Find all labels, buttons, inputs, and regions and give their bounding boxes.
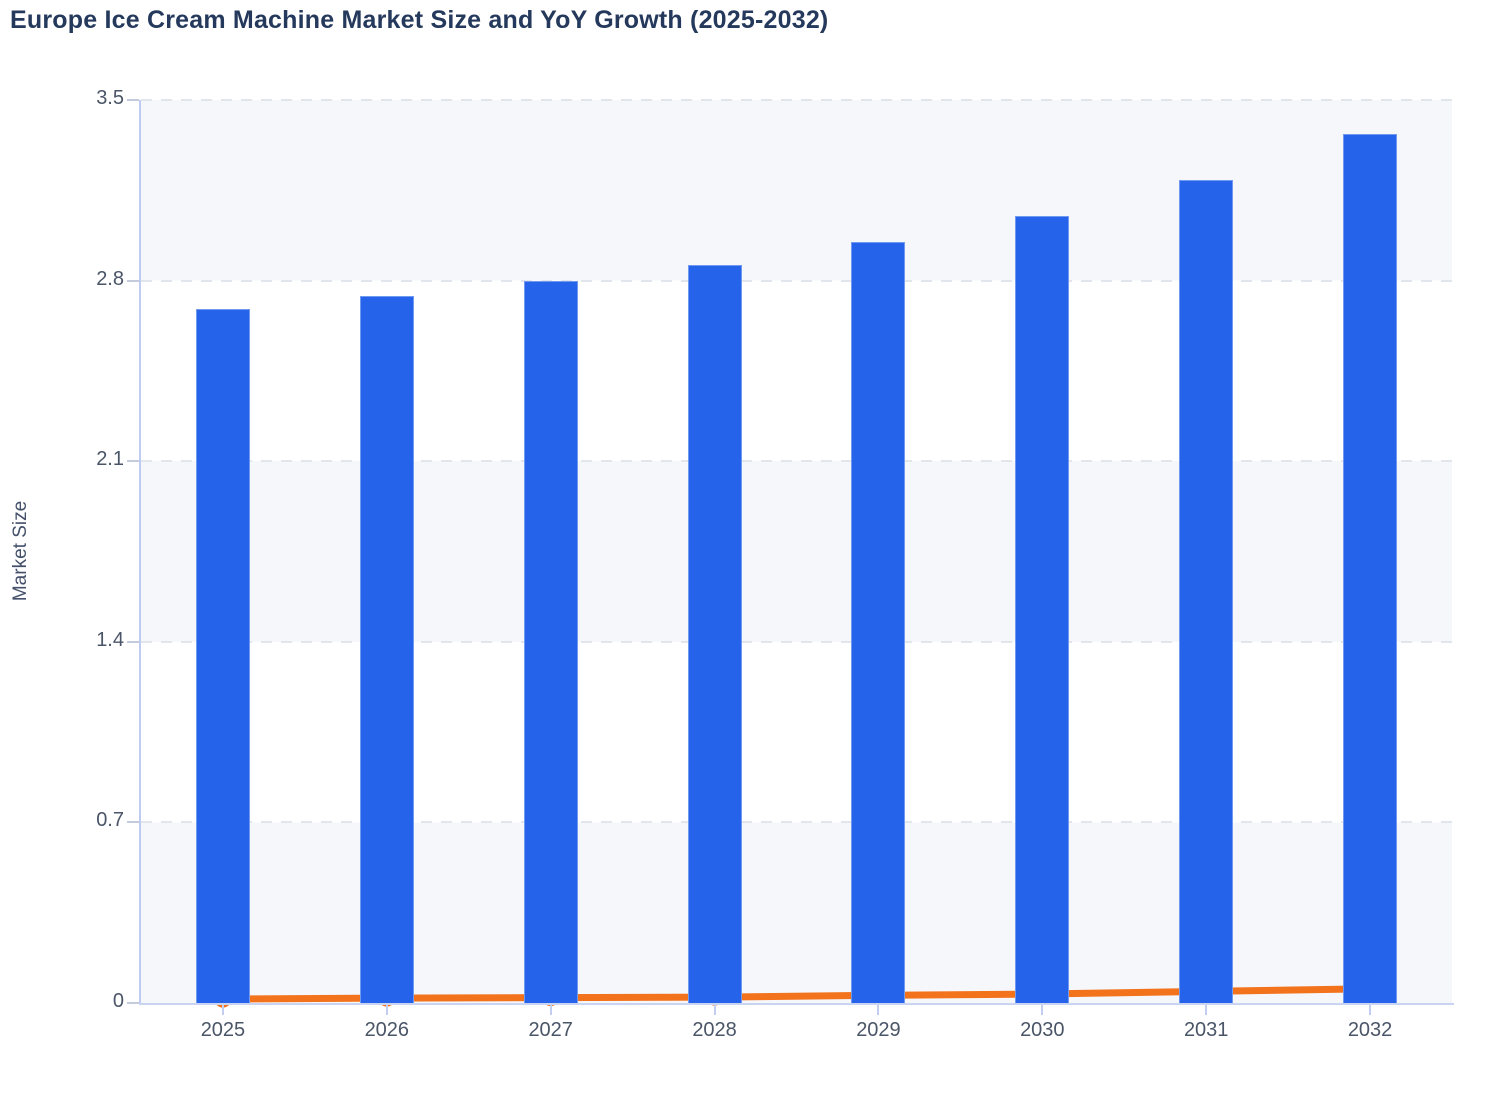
gridline-y-0.7 [141, 821, 1452, 824]
bar-2032 [1343, 133, 1398, 1003]
y-tick-label-0.7: 0.7 [96, 809, 124, 832]
y-axis-tick [127, 1002, 139, 1004]
x-axis-tick [713, 1005, 716, 1015]
yoy-growth-line [219, 985, 1374, 1003]
x-tick-label-2025: 2025 [200, 1019, 246, 1041]
y-tick-label-0: 0 [112, 990, 124, 1012]
y-axis-tick [127, 279, 139, 282]
bar-2027 [523, 280, 578, 1003]
x-tick-label-2031: 2031 [1183, 1019, 1229, 1041]
x-axis-tick [1369, 1005, 1372, 1015]
bar-2028 [687, 265, 742, 1003]
bar-2030 [1015, 216, 1070, 1003]
x-tick-label-2028: 2028 [692, 1019, 737, 1041]
yoy-growth-line-layer [214, 980, 1379, 1008]
y-axis-tick [127, 460, 139, 463]
x-tick-label-2032: 2032 [1347, 1019, 1393, 1041]
x-axis-tick [877, 1005, 880, 1015]
bar-2026 [359, 296, 414, 1003]
gridline-y-1.4 [141, 640, 1452, 643]
y-axis-tick [127, 640, 139, 643]
y-tick-label-3.5: 3.5 [96, 87, 124, 109]
y-tick-label-2.8: 2.8 [96, 267, 124, 290]
bar-2029 [851, 241, 906, 1003]
y-tick-label-2.1: 2.1 [96, 448, 124, 471]
x-tick-label-2026: 2026 [364, 1019, 410, 1041]
x-axis-line [139, 1003, 1454, 1005]
x-axis-tick [549, 1005, 552, 1015]
gridline-y-3.5 [141, 99, 1452, 101]
x-axis-tick [221, 1005, 224, 1015]
x-tick-label-2027: 2027 [528, 1019, 573, 1041]
plot-area [141, 99, 1452, 1008]
y-axis-line [139, 100, 141, 1005]
y-tick-label-1.4: 1.4 [96, 628, 124, 651]
x-axis-tick [1205, 1005, 1208, 1015]
x-axis-tick [1041, 1005, 1044, 1015]
bar-2031 [1179, 179, 1234, 1003]
x-tick-label-2029: 2029 [856, 1019, 901, 1041]
x-tick-label-2030: 2030 [1020, 1019, 1065, 1041]
y-axis-tick [127, 821, 139, 824]
y-axis-title: Market Size [10, 500, 31, 602]
x-axis-tick [385, 1005, 388, 1015]
bar-2025 [195, 308, 250, 1003]
y-axis-tick [127, 99, 139, 101]
gridline-y-2.8 [141, 279, 1452, 282]
chart-title: Europe Ice Cream Machine Market Size and… [10, 6, 829, 34]
gridline-y-2.1 [141, 460, 1452, 463]
